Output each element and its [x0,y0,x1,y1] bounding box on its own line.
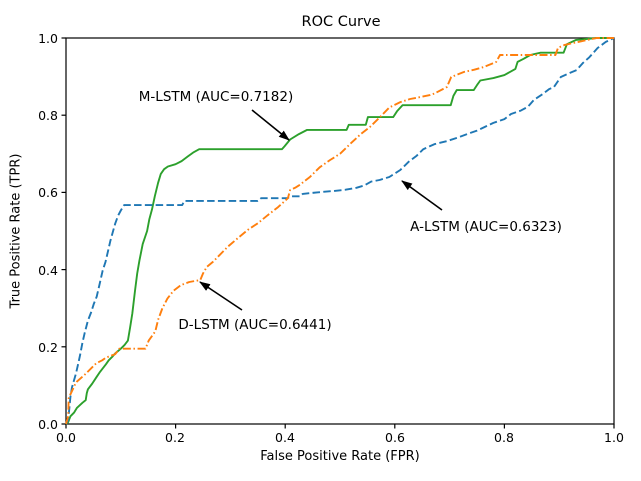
annotation-m-lstm: M-LSTM (AUC=0.7182) [138,89,294,105]
x-tick-label: 1.0 [604,430,624,445]
y-axis-label: True Positive Rate (TPR) [8,153,24,309]
roc-curve-a-lstm [65,37,615,425]
annotation-d-lstm: D-LSTM (AUC=0.6441) [178,317,332,333]
y-tick-label: 0.0 [38,417,58,432]
x-tick-label: 0.0 [56,430,76,445]
annotation-arrow-a-lstm [401,180,443,211]
x-axis-label: False Positive Rate (FPR) [260,449,420,464]
x-tick-label: 0.2 [165,430,185,445]
y-tick-label: 0.2 [38,340,58,355]
annotation-arrow-m-lstm [251,109,290,141]
y-tick-label: 0.6 [38,185,58,200]
roc-curve-d-lstm [65,37,614,425]
x-tick-label: 0.8 [494,430,514,445]
annotation-arrow-d-lstm [199,281,243,311]
plot-frame [65,37,615,425]
x-tick-marks [65,424,615,429]
annotation-arrows [199,109,443,311]
roc-curve-m-lstm [65,37,614,425]
x-tick-label: 0.6 [385,430,405,445]
y-tick-label: 0.8 [38,108,58,123]
y-tick-marks [61,37,66,425]
roc-curves [65,37,615,425]
annotation-a-lstm: A-LSTM (AUC=0.6323) [410,219,562,235]
x-tick-label: 0.4 [275,430,295,445]
chart-title: ROC Curve [301,14,381,30]
y-tick-label: 1.0 [38,31,58,46]
y-tick-label: 0.4 [38,263,58,278]
